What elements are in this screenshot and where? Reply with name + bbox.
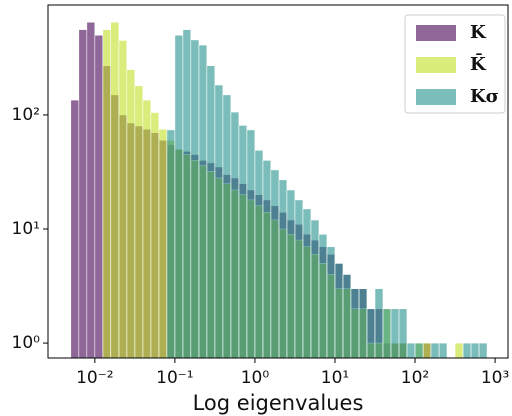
bar: [382, 308, 392, 359]
legend: K K̄ Kσ: [404, 14, 506, 114]
y-tick-label: 10⁰: [12, 333, 41, 353]
bar: [198, 44, 208, 359]
bar: [318, 233, 328, 359]
bar: [230, 111, 240, 359]
bar: [190, 39, 200, 359]
bar: [158, 128, 168, 359]
bar: [222, 94, 232, 359]
bar: [278, 179, 288, 359]
bar: [406, 342, 416, 359]
bar: [334, 263, 344, 359]
bar: [342, 274, 352, 359]
bar: [78, 29, 88, 359]
x-tick-label: 10²: [401, 368, 429, 388]
legend-label: K̄: [470, 53, 487, 75]
bar: [70, 99, 80, 359]
x-tick-label: 10¹: [321, 368, 349, 388]
bar: [294, 199, 304, 359]
bar: [102, 29, 112, 359]
bar: [254, 149, 264, 359]
bar: [414, 342, 424, 359]
bar: [86, 21, 96, 359]
bar: [470, 342, 480, 359]
bar: [438, 342, 448, 359]
bar: [478, 342, 488, 359]
bar: [206, 65, 216, 359]
bar: [150, 112, 160, 359]
bar: [366, 308, 376, 359]
bar: [390, 308, 400, 359]
bar: [374, 288, 384, 359]
bar: [166, 129, 176, 359]
bar: [462, 342, 472, 359]
bar: [246, 129, 256, 359]
y-tick-label: 10²: [12, 105, 40, 125]
x-tick-label: 10⁻²: [76, 368, 113, 388]
bar: [94, 34, 104, 359]
legend-label: K: [470, 22, 487, 43]
bar: [126, 69, 136, 359]
legend-swatch: [416, 25, 456, 41]
bar: [302, 208, 312, 359]
x-axis-label: Log eigenvalues: [193, 391, 364, 415]
bar: [398, 308, 408, 359]
bar: [310, 219, 320, 359]
bar: [110, 21, 120, 359]
legend-swatch: [416, 57, 456, 73]
bar: [358, 288, 368, 359]
bar: [262, 160, 272, 359]
bar: [350, 288, 360, 359]
bar: [134, 85, 144, 359]
x-tick-label: 10⁰: [241, 368, 270, 388]
x-tick-label: 10³: [481, 368, 509, 388]
x-tick-label: 10⁻¹: [156, 368, 193, 388]
bar: [214, 84, 224, 359]
legend-swatch: [416, 89, 456, 105]
bar: [174, 34, 184, 359]
bar: [182, 29, 192, 359]
bar: [270, 169, 280, 359]
plot-frame: [47, 4, 509, 359]
y-tick-label: 10¹: [12, 219, 40, 239]
bar: [422, 342, 432, 359]
bar: [326, 246, 336, 359]
bar: [286, 189, 296, 359]
legend-label: Kσ: [470, 86, 499, 107]
bar: [454, 342, 464, 359]
bar: [118, 40, 128, 359]
bar: [430, 342, 440, 359]
bar: [238, 125, 248, 359]
bar: [142, 99, 152, 359]
